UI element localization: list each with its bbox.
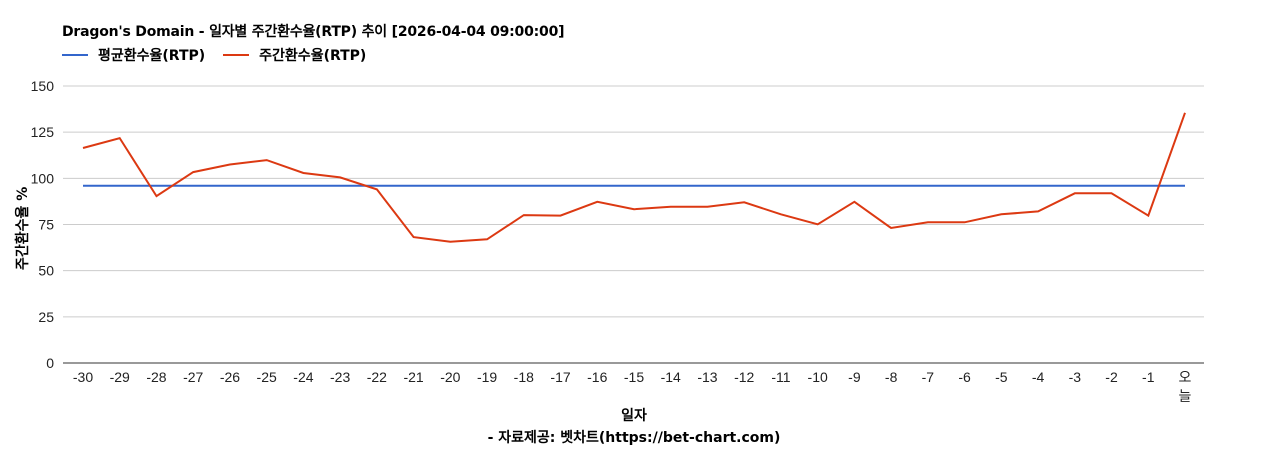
x-tick-label: -5 [995, 369, 1008, 385]
x-tick-label: -27 [183, 369, 203, 385]
y-tick-label: 25 [38, 309, 54, 325]
y-tick-label: 100 [31, 170, 55, 186]
x-tick-label: -14 [661, 369, 681, 385]
y-tick-label: 150 [31, 78, 55, 94]
x-tick-label: -2 [1105, 369, 1118, 385]
x-tick-label: -19 [477, 369, 497, 385]
legend-item-average-rtp[interactable]: 평균환수율(RTP) [62, 45, 205, 65]
x-tick-label: -22 [367, 369, 387, 385]
x-tick-label: -7 [922, 369, 935, 385]
x-tick-label: -24 [293, 369, 313, 385]
x-tick-label: -1 [1142, 369, 1155, 385]
legend-label-weekly-rtp: 주간환수율(RTP) [259, 48, 367, 64]
x-tick-label: -28 [146, 369, 166, 385]
chart-legend: 평균환수율(RTP) 주간환수율(RTP) [62, 45, 384, 65]
x-tick-label: -13 [697, 369, 717, 385]
x-axis-ticks: -30 -29 -28 -27 -26 -25 -24 -23 -22 -21 -20 -19 -18-… [73, 369, 1192, 404]
x-tick-label: -16 [587, 369, 607, 385]
x-tick-label: -30 [73, 369, 93, 385]
y-tick-label: 50 [38, 263, 54, 279]
gridlines [63, 85, 1204, 318]
x-tick-label: -4 [1032, 369, 1045, 385]
x-tick-label: -25 [257, 369, 277, 385]
x-tick-label: -29 [110, 369, 130, 385]
data-source-credit: - 자료제공: 벳차트(https://bet-chart.com) [487, 430, 781, 446]
x-tick-label: -18 [514, 369, 534, 385]
x-axis-title: 일자 [621, 408, 647, 424]
x-tick-label: -9 [848, 369, 861, 385]
x-tick-label: -8 [885, 369, 898, 385]
legend-item-weekly-rtp[interactable]: 주간환수율(RTP) [223, 45, 366, 65]
x-tick-label: -26 [220, 369, 240, 385]
x-tick-label: -20 [440, 369, 460, 385]
legend-swatch-blue-line-icon [62, 54, 88, 56]
y-tick-label: 125 [31, 124, 55, 140]
x-tick-label: -21 [403, 369, 423, 385]
x-tick-label: -6 [958, 369, 971, 385]
x-tick-label: -10 [808, 369, 828, 385]
series-weekly-rtp-line[interactable] [82, 112, 1186, 243]
x-tick-label: -11 [771, 369, 790, 385]
chart-title: Dragon's Domain - 일자별 주간환수율(RTP) 추이 [202… [62, 24, 565, 40]
x-tick-label: -12 [734, 369, 754, 385]
y-tick-label: 75 [38, 217, 54, 233]
legend-swatch-red-line-icon [223, 54, 250, 56]
x-tick-label: -23 [330, 369, 350, 385]
y-tick-label: 0 [46, 355, 54, 371]
x-tick-label: -3 [1069, 369, 1082, 385]
x-tick-label: -15 [624, 369, 644, 385]
legend-label-average-rtp: 평균환수율(RTP) [98, 48, 206, 64]
x-tick-label: -17 [550, 369, 570, 385]
y-axis-ticks: 0 25 50 75 100 125 150 [31, 78, 55, 371]
